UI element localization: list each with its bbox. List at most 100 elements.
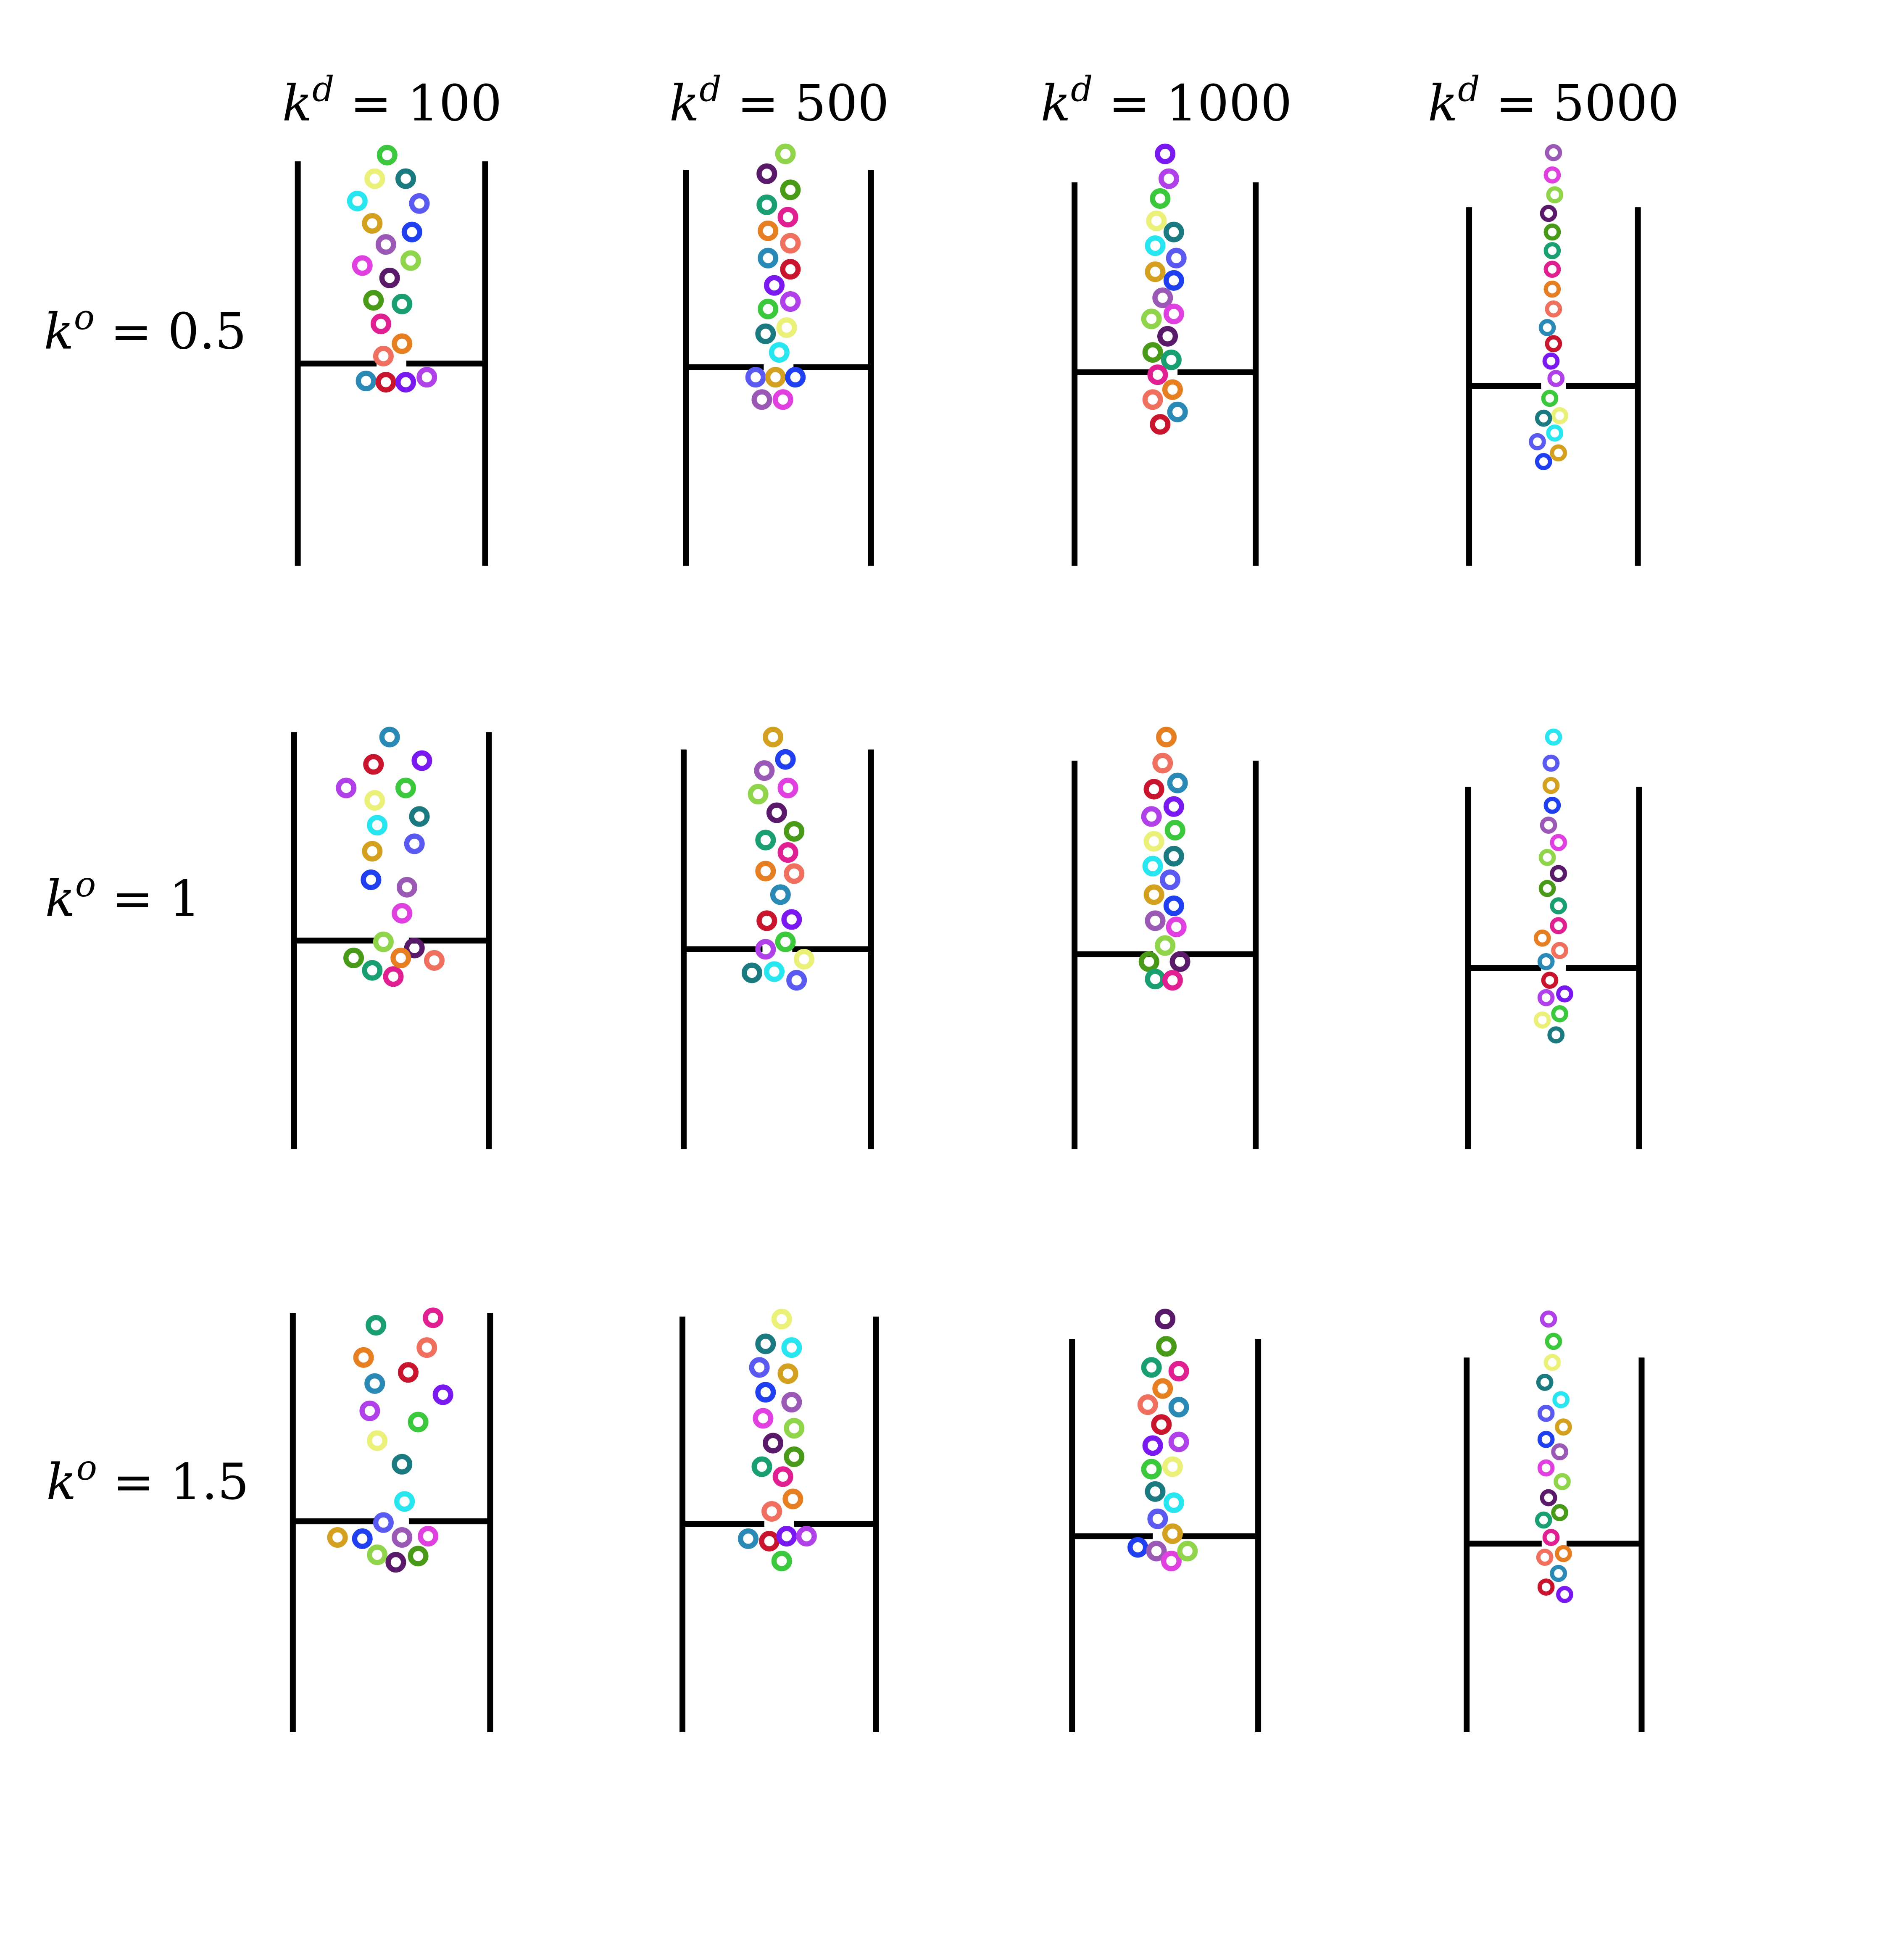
particle — [392, 903, 413, 924]
particle — [423, 1307, 444, 1328]
particle — [796, 1526, 817, 1547]
particle — [761, 1501, 782, 1522]
particle — [356, 370, 377, 392]
particle — [1543, 223, 1561, 241]
particle — [755, 323, 776, 344]
particle — [772, 1466, 793, 1487]
particle — [775, 749, 796, 770]
particle — [766, 802, 787, 823]
particle — [758, 298, 779, 319]
particle — [1157, 326, 1178, 347]
particle — [408, 1412, 429, 1433]
particle — [1543, 796, 1561, 814]
particle — [1555, 1418, 1572, 1436]
particle — [395, 371, 416, 393]
particle — [1167, 401, 1188, 422]
particle — [756, 194, 777, 215]
particle — [1158, 168, 1180, 189]
row-label-3-superscript: o — [76, 1448, 97, 1488]
panel-r1-c3 — [1072, 143, 1259, 566]
panel-r2-c1 — [291, 727, 492, 1149]
panel-r3-c3 — [1069, 1309, 1262, 1733]
particle — [392, 333, 413, 354]
particle — [1143, 779, 1164, 800]
particle — [1550, 865, 1567, 883]
particle — [1127, 1537, 1148, 1558]
particle — [375, 234, 396, 255]
particle — [363, 754, 384, 775]
particle — [394, 1491, 415, 1512]
particle — [416, 367, 437, 388]
particle — [764, 961, 785, 982]
particle — [1162, 379, 1183, 400]
particle — [1152, 753, 1173, 774]
particle — [1163, 221, 1184, 242]
particle — [1556, 985, 1573, 1003]
particle — [1533, 929, 1551, 947]
particle — [1536, 1549, 1554, 1566]
particle — [364, 168, 385, 189]
particle — [1162, 970, 1183, 991]
particle — [1163, 270, 1184, 291]
row-label-1-value: 0.5 — [168, 303, 247, 361]
particle — [364, 790, 385, 811]
particle — [1177, 1541, 1198, 1562]
particle — [1141, 308, 1162, 329]
column-label-4-value: 5000 — [1553, 74, 1679, 132]
particle — [1147, 364, 1168, 385]
particle — [1541, 972, 1559, 989]
particle — [765, 367, 786, 388]
particle — [1152, 1378, 1173, 1399]
particle — [755, 861, 776, 882]
particle — [370, 313, 392, 335]
particle — [408, 1546, 429, 1567]
row-label-3-value: 1.5 — [170, 1453, 249, 1511]
particle — [1167, 772, 1188, 793]
particle — [401, 221, 422, 242]
row-label-3-equals: = — [97, 1453, 170, 1511]
particle — [1166, 248, 1187, 269]
panel-r2-c2 — [680, 727, 874, 1149]
particle — [1143, 831, 1164, 852]
particle — [755, 939, 776, 960]
particle — [776, 1526, 797, 1547]
particle — [777, 842, 798, 863]
row-label-1-equals: = — [95, 303, 168, 361]
particle — [1538, 319, 1556, 336]
particle — [756, 910, 777, 931]
particle — [1168, 1431, 1189, 1452]
particle — [1138, 951, 1159, 972]
column-label-1-equals: = — [334, 74, 408, 132]
particle — [1163, 846, 1184, 867]
particle — [1540, 1489, 1557, 1507]
particle — [1542, 1529, 1560, 1546]
particle — [400, 250, 421, 271]
column-label-1-symbol: k — [282, 74, 313, 132]
panel-r3-c1 — [290, 1307, 493, 1733]
particle — [1535, 1511, 1552, 1529]
particle — [1146, 211, 1167, 232]
particle — [1537, 1404, 1555, 1422]
column-label-2-symbol: k — [669, 74, 700, 132]
particle — [1143, 884, 1164, 905]
particle — [379, 267, 400, 288]
particle — [1536, 1373, 1554, 1391]
particle — [1538, 880, 1556, 897]
particle — [377, 145, 398, 166]
particle — [775, 931, 796, 952]
particle — [366, 1315, 387, 1336]
column-label-4-superscript: d — [1458, 69, 1480, 109]
particle — [392, 293, 413, 314]
particle — [1166, 917, 1187, 938]
particle — [775, 143, 796, 164]
particle — [375, 371, 396, 393]
particle — [1155, 935, 1176, 956]
particle — [1145, 1481, 1166, 1502]
particle — [793, 948, 814, 969]
particle — [353, 1347, 374, 1368]
panel-r3-c4 — [1464, 1310, 1645, 1733]
particle — [784, 863, 805, 884]
panel-r2-c4 — [1465, 728, 1642, 1149]
column-label-1: kd = 100 — [282, 69, 502, 132]
particle — [373, 345, 394, 366]
